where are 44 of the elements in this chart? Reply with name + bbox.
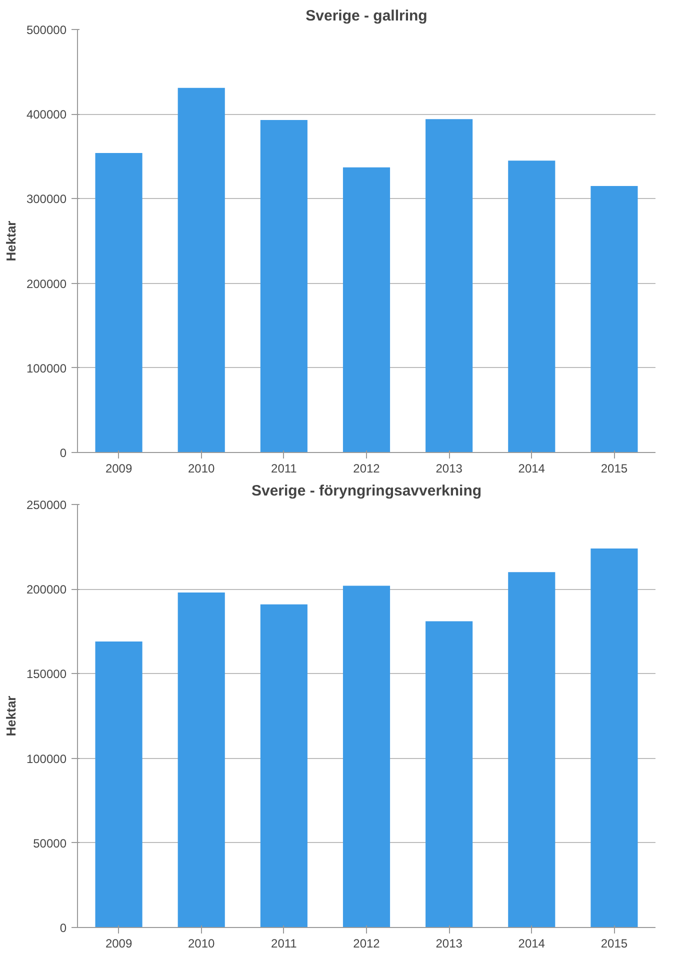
x-tick-label: 2009 [105,462,132,476]
x-tick-label: 2012 [353,936,380,950]
bar [426,621,473,928]
y-tick-label: 150000 [26,667,67,682]
x-tick-label: 2011 [271,936,298,950]
y-tick-label: 400000 [26,108,67,122]
bar [508,160,556,452]
x-tick-label: 2012 [353,462,380,476]
y-tick-label: 250000 [26,498,67,512]
y-tick-label: 0 [60,921,67,935]
x-tick-label: 2014 [518,936,546,950]
y-tick-label: 50000 [33,836,67,850]
bar [95,642,142,928]
bar [508,572,556,928]
bar [260,120,308,452]
x-tick-label: 2014 [518,462,546,476]
bar [178,592,225,928]
y-tick-label: 100000 [26,361,67,376]
y-tick-label: 200000 [26,276,67,291]
x-tick-label: 2010 [188,462,216,476]
y-axis-title: Hektar [3,220,18,262]
y-tick-label: 0 [60,446,67,460]
x-tick-label: 2015 [600,936,628,950]
x-tick-label: 2013 [436,936,463,950]
x-tick-label: 2013 [436,462,463,476]
chart-title: Sverige - föryngringsavverkning [251,482,482,500]
bar [95,153,142,452]
x-tick-label: 2009 [105,936,132,950]
chart-title: Sverige - gallring [306,8,428,24]
bar [342,586,390,928]
y-tick-label: 300000 [26,192,67,206]
bar [426,119,473,452]
y-axis-title: Hektar [3,696,18,736]
bar [590,548,638,928]
bar [342,167,390,452]
x-tick-label: 2015 [600,462,628,476]
y-tick-label: 100000 [26,752,67,766]
bar [260,604,308,928]
x-tick-label: 2011 [271,462,298,476]
y-tick-label: 200000 [26,582,67,597]
x-tick-label: 2010 [188,936,216,950]
y-tick-label: 500000 [26,23,67,37]
bar [590,186,638,452]
bar [178,88,225,452]
